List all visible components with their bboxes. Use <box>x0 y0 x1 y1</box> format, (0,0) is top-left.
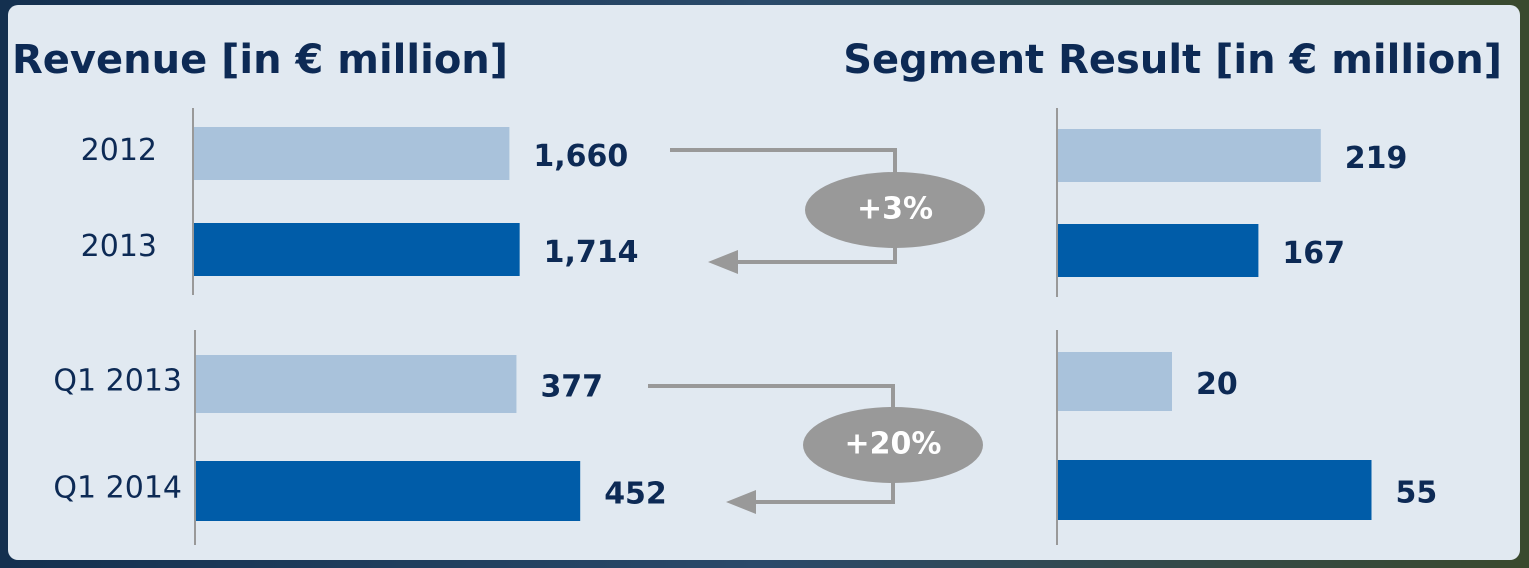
value-label: 377 <box>540 370 603 405</box>
growth-bubble <box>805 172 985 248</box>
category-label: Q1 2014 <box>53 471 182 506</box>
category-label: 2012 <box>81 133 157 168</box>
category-label: 2013 <box>81 229 157 264</box>
bar <box>1058 129 1321 182</box>
value-label: 55 <box>1396 476 1438 511</box>
segment-title: Segment Result [in € million] <box>843 37 1502 83</box>
bar <box>194 223 520 276</box>
growth-bubble <box>803 407 983 483</box>
value-label: 20 <box>1196 367 1238 402</box>
growth-label: +3% <box>857 192 933 227</box>
category-label: Q1 2013 <box>53 364 182 399</box>
bar <box>1058 352 1172 411</box>
value-label: 167 <box>1282 236 1345 271</box>
growth-label: +20% <box>845 427 942 462</box>
arrow-head <box>708 250 738 274</box>
value-label: 452 <box>604 477 667 512</box>
value-label: 1,714 <box>544 235 639 270</box>
value-label: 219 <box>1345 141 1408 176</box>
bar <box>1058 460 1372 520</box>
arrow-head <box>726 490 756 514</box>
bar <box>194 127 510 180</box>
bar <box>1058 224 1259 277</box>
revenue-title: Revenue [in € million] <box>12 37 508 83</box>
bar <box>196 461 581 521</box>
bar <box>196 355 517 413</box>
value-label: 1,660 <box>533 139 628 174</box>
